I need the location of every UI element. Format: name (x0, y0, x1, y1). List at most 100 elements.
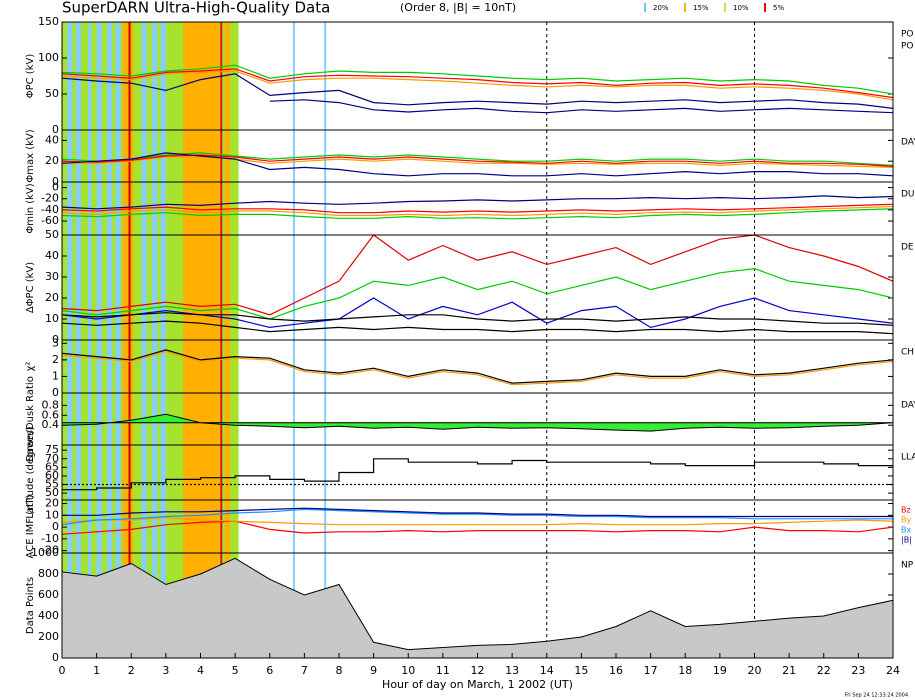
series-line (61, 267, 894, 320)
x-tick-label: 3 (162, 664, 169, 677)
legend-label: 15% (693, 4, 709, 12)
y-tick-label: -20 (41, 544, 59, 557)
side-label: CH (901, 348, 914, 358)
y-tick-label: 0 (52, 651, 59, 664)
y-axis-label: ΦPC (kV) (25, 54, 36, 99)
y-tick-label: 50 (45, 87, 59, 100)
y-axis-label: ACE IMF (nT) (25, 494, 36, 558)
y-tick-label: 55 (45, 478, 59, 491)
x-tick-label: 18 (678, 664, 692, 677)
series-line (61, 208, 894, 220)
x-tick-label: 15 (574, 664, 588, 677)
series-line (61, 350, 894, 386)
series-line (61, 195, 894, 210)
y-axis-label: Latitude (degrees) (25, 426, 36, 518)
y-axis-label: Φmax (kV) (25, 129, 36, 182)
y-tick-label: 600 (38, 588, 59, 601)
y-tick-label: 0.4 (42, 418, 60, 431)
series-line (61, 205, 894, 217)
series-area (61, 557, 894, 659)
y-tick-label: 65 (45, 460, 59, 473)
legend-entry: By (901, 516, 911, 525)
series-step (62, 458, 893, 491)
y-tick-label: 3 (52, 336, 59, 349)
series-line (61, 508, 893, 526)
y-axis-label: ΔΦPC (kV) (25, 262, 36, 313)
x-tick-label: 17 (644, 664, 658, 677)
y-tick-label: -60 (41, 214, 59, 227)
series-line (61, 320, 894, 335)
x-tick-label: 6 (266, 664, 273, 677)
side-label: DE (901, 243, 914, 253)
x-tick-label: 21 (782, 664, 796, 677)
series-line (61, 70, 894, 101)
y-tick-label: 0 (52, 386, 59, 399)
y-axis-label: χ² (25, 362, 36, 372)
y-axis-label: Φmin (kV) (25, 183, 36, 233)
y-tick-label: 200 (38, 630, 59, 643)
y-tick-label: 800 (38, 567, 59, 580)
y-tick-label: 100 (38, 51, 59, 64)
y-tick-label: 30 (45, 270, 59, 283)
chart-subtitle: (Order 8, |B| = 10nT) (400, 1, 516, 14)
y-tick-label: -10 (41, 532, 59, 545)
x-tick-label: 11 (436, 664, 450, 677)
y-tick-label: 1000 (31, 546, 59, 559)
series-line (61, 312, 894, 326)
x-tick-label: 1 (93, 664, 100, 677)
timestamp: Fri Sep 24 12:33:24 2004 (845, 693, 908, 699)
y-tick-label: 75 (45, 443, 59, 456)
y-tick-label: 40 (45, 249, 59, 262)
series-line (61, 517, 894, 526)
series-line (61, 349, 894, 384)
legend-label: 5% (773, 4, 784, 12)
side-label: NP (901, 561, 914, 571)
x-tick-label: 2 (128, 664, 135, 677)
y-tick-label: 0 (52, 175, 59, 188)
y-tick-label: 2 (52, 353, 59, 366)
x-tick-label: 10 (401, 664, 415, 677)
series-line (62, 156, 894, 168)
x-tick-label: 0 (59, 664, 66, 677)
y-axis-label: Data Points (25, 577, 36, 634)
y-tick-label: 0.6 (42, 408, 60, 421)
y-tick-label: 70 (45, 452, 59, 465)
y-tick-label: -20 (41, 192, 59, 205)
x-tick-label: 13 (505, 664, 519, 677)
series-line (61, 154, 894, 167)
y-tick-label: -40 (41, 203, 59, 216)
series-line (61, 152, 894, 177)
y-tick-label: 10 (45, 312, 59, 325)
y-tick-label: 0 (52, 181, 59, 194)
legend-label: 10% (733, 4, 749, 12)
legend-label: 20% (653, 4, 669, 12)
y-tick-label: 20 (45, 154, 59, 167)
y-tick-label: 0 (52, 520, 59, 533)
x-tick-label: 20 (748, 664, 762, 677)
y-tick-label: 1 (52, 369, 59, 382)
side-label: LLA (901, 453, 915, 463)
side-label: DU (901, 190, 915, 200)
x-tick-label: 16 (609, 664, 623, 677)
side-label: PO (901, 30, 914, 40)
x-tick-label: 8 (336, 664, 343, 677)
x-tick-label: 22 (817, 664, 831, 677)
series-line (61, 152, 894, 166)
chart-title: SuperDARN Ultra-High-Quality Data (62, 0, 330, 17)
side-label: DAY (901, 138, 915, 148)
series-line (61, 64, 894, 95)
y-tick-label: 0 (52, 123, 59, 136)
series-line (61, 68, 894, 99)
x-tick-label: 5 (232, 664, 239, 677)
y-tick-label: 20 (45, 291, 59, 304)
x-tick-label: 7 (301, 664, 308, 677)
series-line (61, 520, 894, 535)
x-tick-label: 14 (540, 664, 554, 677)
y-tick-label: 60 (45, 469, 59, 482)
x-tick-label: 4 (197, 664, 204, 677)
y-tick-label: 20 (45, 497, 59, 510)
y-tick-label: 0.8 (42, 398, 60, 411)
y-tick-label: 50 (45, 228, 59, 241)
y-tick-label: 50 (45, 486, 59, 499)
